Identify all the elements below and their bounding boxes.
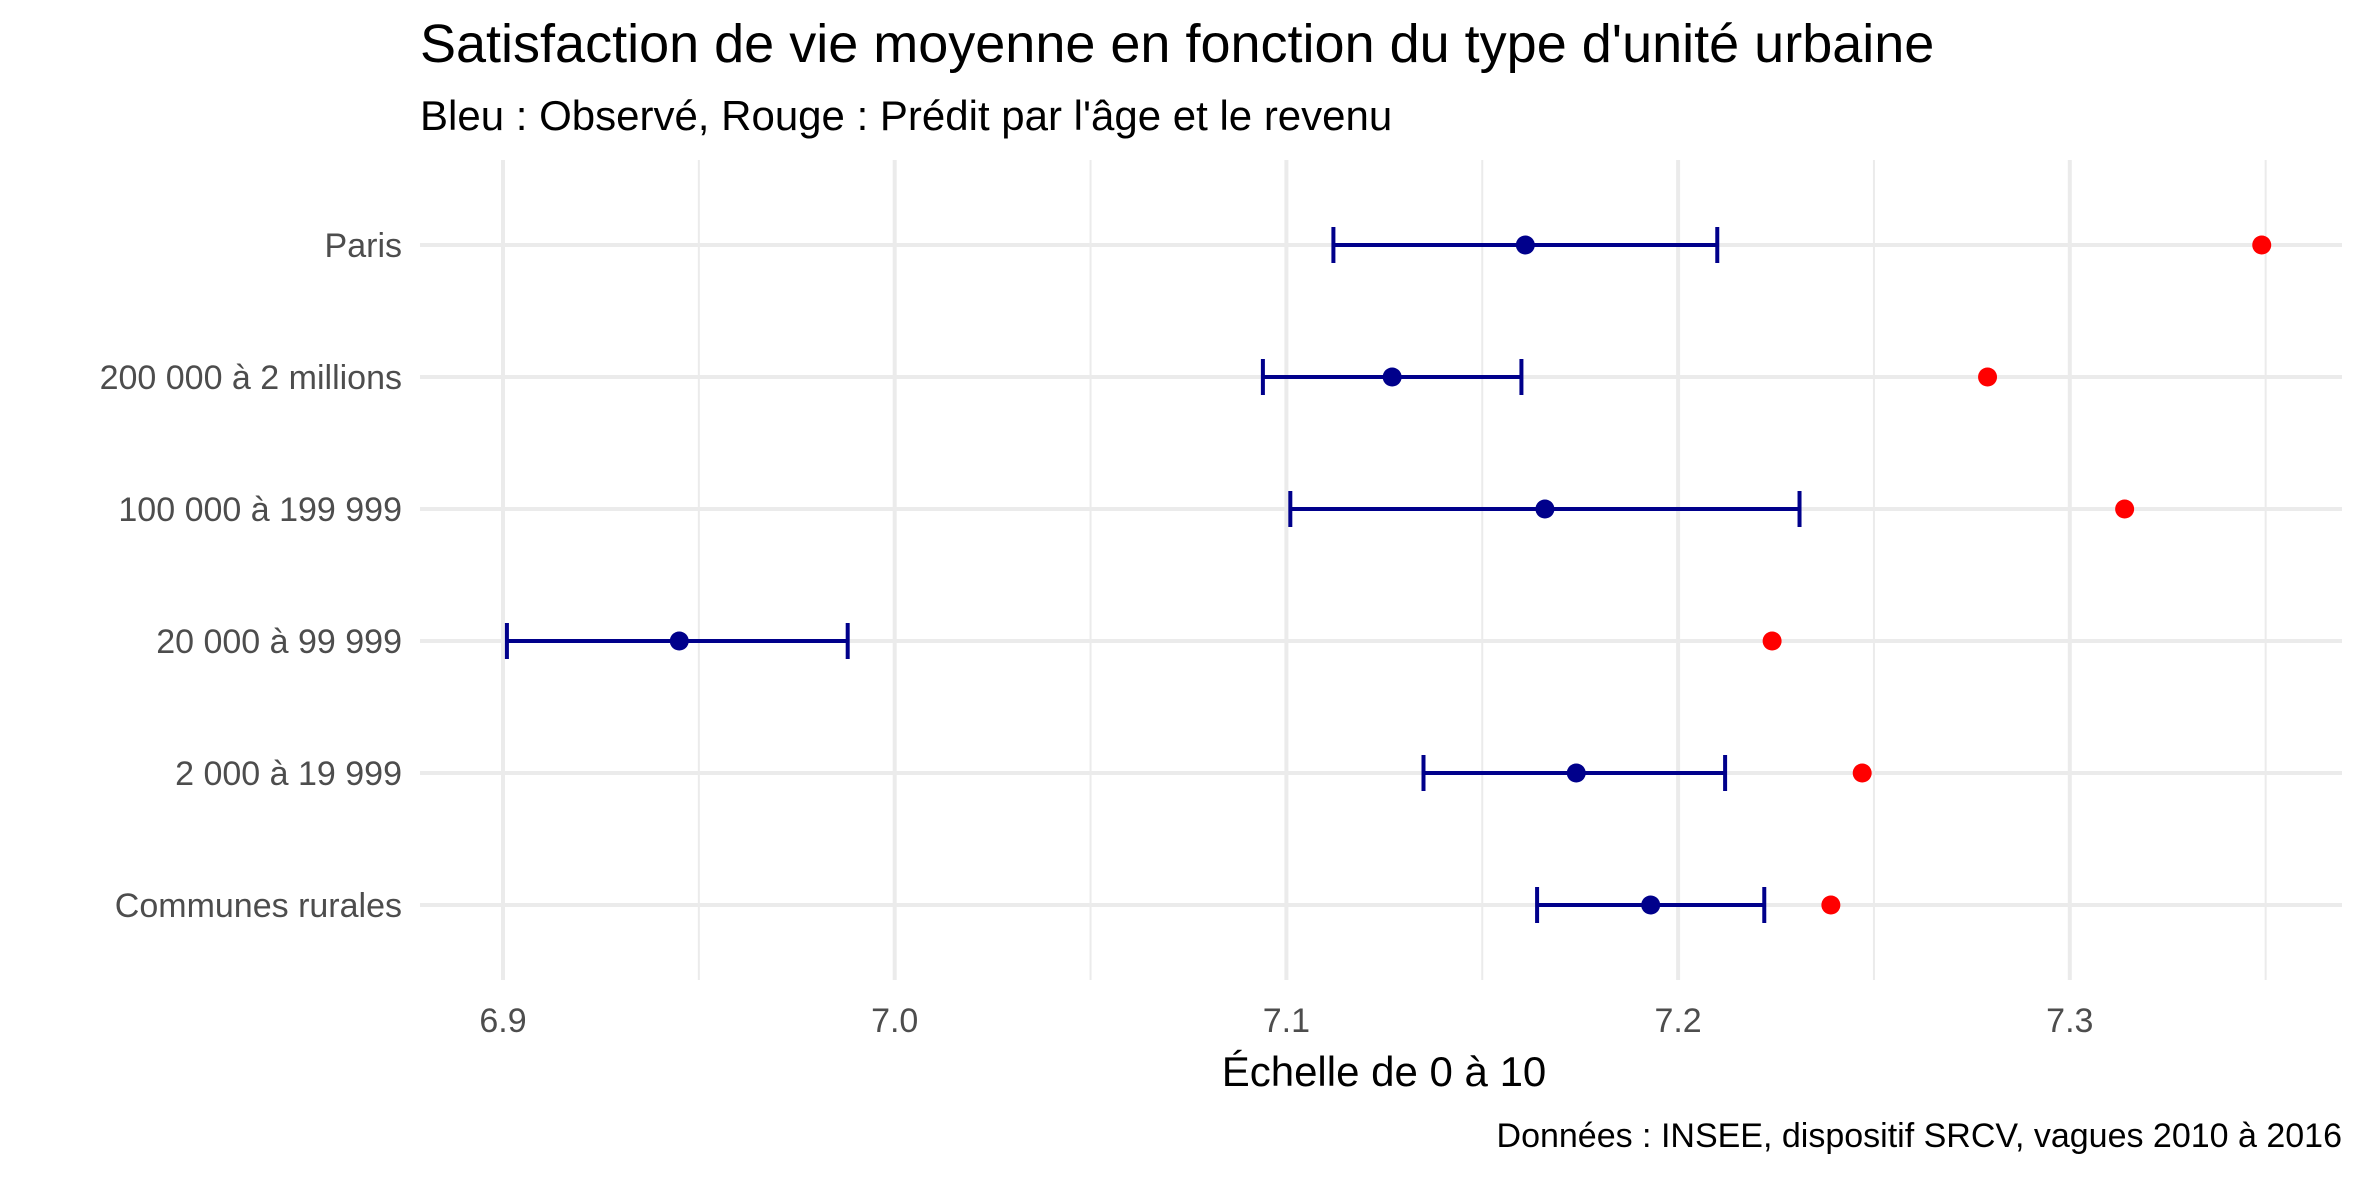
y-tick-label: 200 000 à 2 millions bbox=[100, 359, 402, 397]
chart-caption: Données : INSEE, dispositif SRCV, vagues… bbox=[1497, 1117, 2342, 1155]
x-tick-label: 7.0 bbox=[871, 1002, 918, 1040]
y-tick-label: Paris bbox=[325, 227, 402, 265]
predicted-point bbox=[1852, 763, 1872, 783]
predicted-point bbox=[1762, 631, 1782, 651]
x-tick-label: 7.3 bbox=[2046, 1002, 2093, 1040]
observed-point bbox=[1515, 235, 1535, 255]
chart-subtitle: Bleu : Observé, Rouge : Prédit par l'âge… bbox=[420, 92, 1392, 139]
predicted-point bbox=[1821, 895, 1841, 915]
observed-point bbox=[1641, 895, 1661, 915]
observed-point bbox=[1566, 763, 1586, 783]
y-tick-label: 2 000 à 19 999 bbox=[175, 755, 402, 793]
y-tick-label: Communes rurales bbox=[115, 887, 402, 925]
observed-point bbox=[669, 631, 689, 651]
predicted-point bbox=[1978, 367, 1998, 387]
series-layer bbox=[504, 227, 2272, 923]
x-axis-title: Échelle de 0 à 10 bbox=[1222, 1048, 1547, 1095]
y-tick-label: 100 000 à 199 999 bbox=[118, 491, 402, 529]
x-tick-label: 7.2 bbox=[1654, 1002, 1701, 1040]
predicted-point bbox=[2252, 235, 2272, 255]
label-layer: 6.9 7.0 7.1 7.2 7.3 Paris 200 000 à 2 millions… bbox=[100, 227, 2094, 1040]
chart-title: Satisfaction de vie moyenne en fonction … bbox=[420, 14, 1934, 74]
x-tick-label: 7.1 bbox=[1263, 1002, 1310, 1040]
x-tick-label: 6.9 bbox=[479, 1002, 526, 1040]
grid-layer bbox=[420, 160, 2342, 980]
y-tick-label: 20 000 à 99 999 bbox=[156, 623, 402, 661]
observed-point bbox=[1535, 499, 1555, 519]
observed-point bbox=[1382, 367, 1402, 387]
predicted-point bbox=[2115, 499, 2135, 519]
